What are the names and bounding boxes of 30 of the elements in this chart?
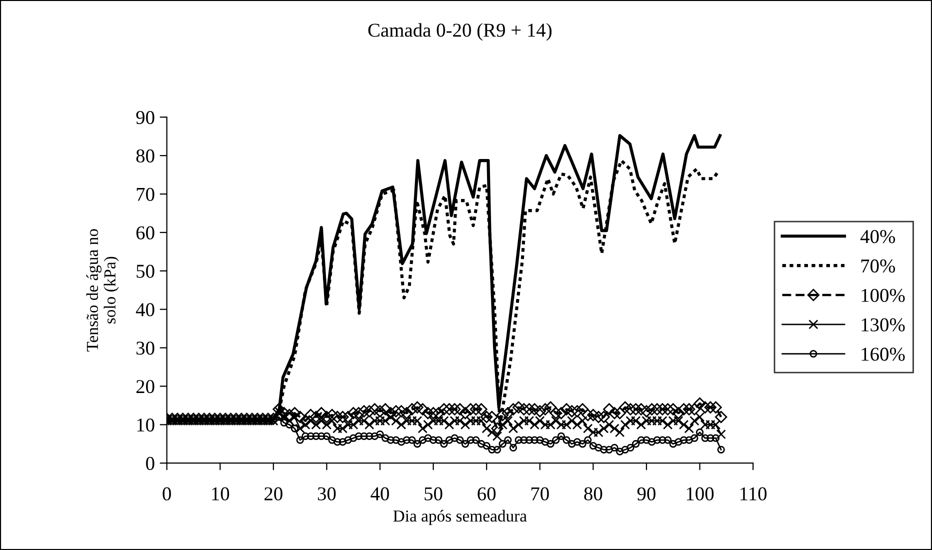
x-tick-label: 90 bbox=[637, 487, 656, 500]
legend-label: 160% bbox=[862, 348, 905, 361]
y-tick-label: 20 bbox=[136, 380, 154, 394]
x-tick-label: 110 bbox=[740, 487, 767, 500]
y-tick-label: 30 bbox=[136, 342, 154, 355]
x-tick-label: 40 bbox=[370, 487, 389, 500]
y-tick-label: 10 bbox=[137, 418, 154, 432]
x-tick-label: 80 bbox=[584, 487, 602, 500]
x-tick-label: 60 bbox=[478, 487, 496, 500]
x-tick-label: 50 bbox=[424, 487, 442, 500]
y-tick-label: 0 bbox=[146, 456, 154, 470]
legend-label: 40% bbox=[860, 230, 896, 244]
y-tick-label: 50 bbox=[136, 264, 154, 278]
y-tick-label: 70 bbox=[136, 188, 154, 201]
legend-label: 70% bbox=[861, 259, 896, 273]
y-tick-label: 80 bbox=[136, 149, 154, 163]
x-tick-label: 70 bbox=[531, 487, 549, 500]
x-tick-label: 10 bbox=[212, 487, 230, 500]
x-tick-label: 20 bbox=[264, 487, 282, 500]
legend-label: 100% bbox=[862, 288, 905, 302]
legend-label: 130% bbox=[862, 318, 905, 332]
chart-title: Camada 0-20 (R9 + 14) bbox=[368, 23, 552, 41]
x-tick-label: 0 bbox=[162, 487, 171, 500]
y-tick-label: 90 bbox=[136, 110, 154, 124]
y-tick-label: 60 bbox=[136, 226, 154, 240]
y-axis-title: Tensão de água no solo (kPa) bbox=[86, 229, 119, 352]
x-axis-title: Dia após semeadura bbox=[393, 510, 527, 526]
y-tick-label: 40 bbox=[136, 303, 154, 316]
x-tick-label: 30 bbox=[318, 487, 336, 500]
x-tick-label: 100 bbox=[686, 487, 714, 500]
